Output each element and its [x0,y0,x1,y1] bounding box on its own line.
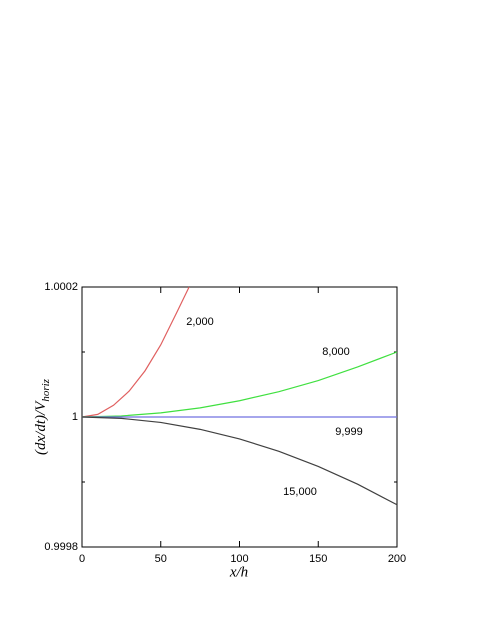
y-axis-label-main: (dx/dt)/V [33,400,49,455]
series-label: 9,999 [335,426,363,438]
y-tick-label: 0.9998 [44,541,78,553]
line-series [81,416,398,506]
y-tick-label: 1 [72,411,78,423]
series-label: 8,000 [322,346,350,358]
line-series [81,351,398,418]
line-series [81,286,190,418]
x-tick-label: 100 [230,553,248,565]
y-axis-label-sub: horiz [40,378,52,401]
x-tick-label: 50 [155,553,167,565]
series-label: 2,000 [186,316,214,328]
x-axis-label: x/h [229,564,248,580]
x-tick-label: 150 [309,553,327,565]
y-axis-label: (dx/dt)/Vhoriz [33,378,51,455]
x-tick-label: 200 [388,553,406,565]
y-tick-label: 1.0002 [44,281,78,293]
series-label: 15,000 [283,486,317,498]
x-tick-label: 0 [79,553,85,565]
